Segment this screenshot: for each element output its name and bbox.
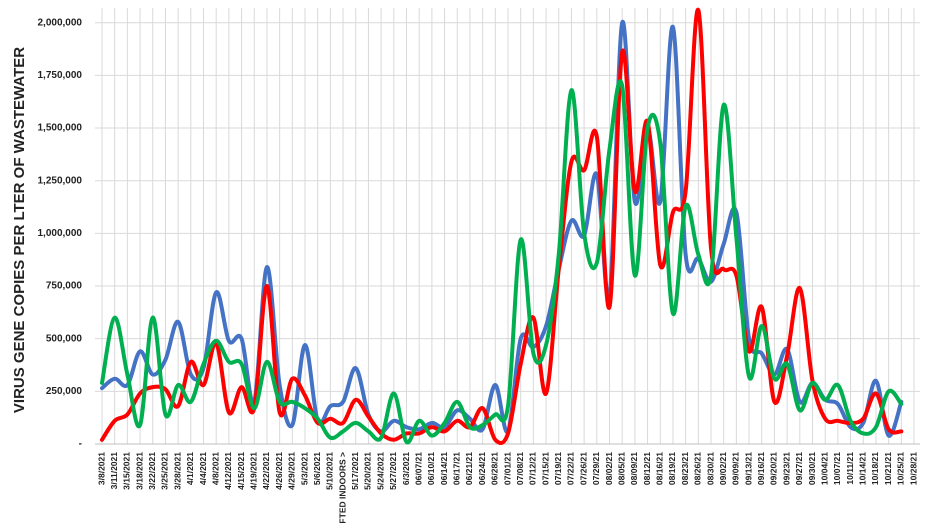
x-tick-label: 09/23/21 (781, 452, 791, 485)
y-axis-label: VIRUS GENE COPIES PER LTER OF WASTEWATER (11, 47, 28, 413)
x-tick-label: 06/24/21 (477, 452, 487, 485)
x-tick-label: 3/18/2021 (134, 452, 144, 490)
x-tick-label: 08/02/21 (604, 452, 614, 485)
x-tick-label: 07/26/21 (578, 452, 588, 485)
x-tick-label: 06/10/21 (426, 452, 436, 485)
x-tick-label: 3/22/2021 (147, 452, 157, 490)
x-tick-label: FTED INDOORS > (337, 452, 347, 524)
x-tick-label: 06/21/21 (464, 452, 474, 485)
x-tick-label: 07/01/21 (502, 452, 512, 485)
x-tick-label: 4/22/2021 (261, 452, 271, 490)
x-tick-label: 07/19/21 (553, 452, 563, 485)
x-tick-label: 10/07/21 (832, 452, 842, 485)
y-tick-label: 1,750,000 (38, 70, 83, 81)
x-tick-label: 07/22/21 (566, 452, 576, 485)
x-tick-label: 4/26/2021 (274, 452, 284, 490)
x-tick-label: 10/25/21 (896, 452, 906, 485)
x-tick-label: 06/17/21 (452, 452, 462, 485)
x-tick-label: 5/6/2021 (312, 452, 322, 485)
x-tick-label: 3/25/2021 (160, 452, 170, 490)
x-tick-label: 09/27/21 (794, 452, 804, 485)
x-tick-label: 3/11/2021 (109, 452, 119, 490)
x-tick-label: 09/02/21 (718, 452, 728, 485)
x-tick-label: 4/12/2021 (223, 452, 233, 490)
x-tick-label: 4/19/2021 (249, 452, 259, 490)
x-tick-label: 06/28/21 (490, 452, 500, 485)
x-tick-label: 6/3/2021 (401, 452, 411, 485)
x-tick-label: 06/07/21 (413, 452, 423, 485)
x-tick-label: 07/15/21 (540, 452, 550, 485)
x-tick-label: 09/30/21 (807, 452, 817, 485)
x-tick-label: 08/23/21 (680, 452, 690, 485)
x-tick-label: 10/21/21 (883, 452, 893, 485)
x-tick-label: 4/8/2021 (210, 452, 220, 485)
x-tick-label: 4/29/2021 (287, 452, 297, 490)
x-tick-label: 10/11/21 (845, 452, 855, 485)
y-tick-label: 500,000 (46, 333, 83, 344)
x-tick-label: 3/28/2021 (172, 452, 182, 490)
x-tick-label: 08/16/21 (655, 452, 665, 485)
x-tick-label: 3/8/2021 (96, 452, 106, 485)
x-tick-label: 4/4/2021 (198, 452, 208, 485)
x-tick-label: 10/18/21 (870, 452, 880, 485)
y-tick-label: 750,000 (46, 281, 83, 292)
x-tick-label: 07/08/21 (515, 452, 525, 485)
x-tick-label: 5/3/2021 (299, 452, 309, 485)
y-tick-label: 1,000,000 (38, 228, 83, 239)
y-tick-label: - (79, 439, 82, 450)
x-tick-label: 10/14/21 (858, 452, 868, 485)
x-tick-label: 09/20/21 (769, 452, 779, 485)
x-tick-label: 08/09/21 (629, 452, 639, 485)
x-tick-label: 08/05/21 (616, 452, 626, 485)
x-tick-label: 09/16/21 (756, 452, 766, 485)
x-tick-label: 5/17/2021 (350, 452, 360, 490)
x-tick-label: 4/1/2021 (185, 452, 195, 485)
x-tick-label: 06/14/21 (439, 452, 449, 485)
series-line (100, 8, 904, 445)
x-tick-label: 5/27/2021 (388, 452, 398, 490)
y-tick-label: 1,250,000 (38, 175, 83, 186)
x-tick-label: 08/30/21 (705, 452, 715, 485)
x-tick-label: 10/04/21 (819, 452, 829, 485)
x-tick-label: 09/09/21 (731, 452, 741, 485)
x-tick-label: 08/12/21 (642, 452, 652, 485)
series-line (100, 20, 904, 438)
x-tick-label: 5/10/2021 (325, 452, 335, 490)
x-tick-label: 5/20/2021 (363, 452, 373, 490)
x-tick-label: 08/26/21 (693, 452, 703, 485)
x-tick-label: 4/15/2021 (236, 452, 246, 490)
x-tick-label: 09/13/21 (743, 452, 753, 485)
y-tick-label: 1,500,000 (38, 123, 83, 134)
y-tick-label: 2,000,000 (38, 17, 83, 28)
y-tick-label: 250,000 (46, 386, 83, 397)
series-line (100, 79, 904, 445)
x-tick-label: 3/15/2021 (122, 452, 132, 490)
x-tick-label: 07/12/21 (528, 452, 538, 485)
x-tick-label: 08/19/21 (667, 452, 677, 485)
x-tick-label: 07/29/21 (591, 452, 601, 485)
x-tick-label: 10/28/21 (908, 452, 918, 485)
x-tick-label: 5/24/2021 (375, 452, 385, 490)
